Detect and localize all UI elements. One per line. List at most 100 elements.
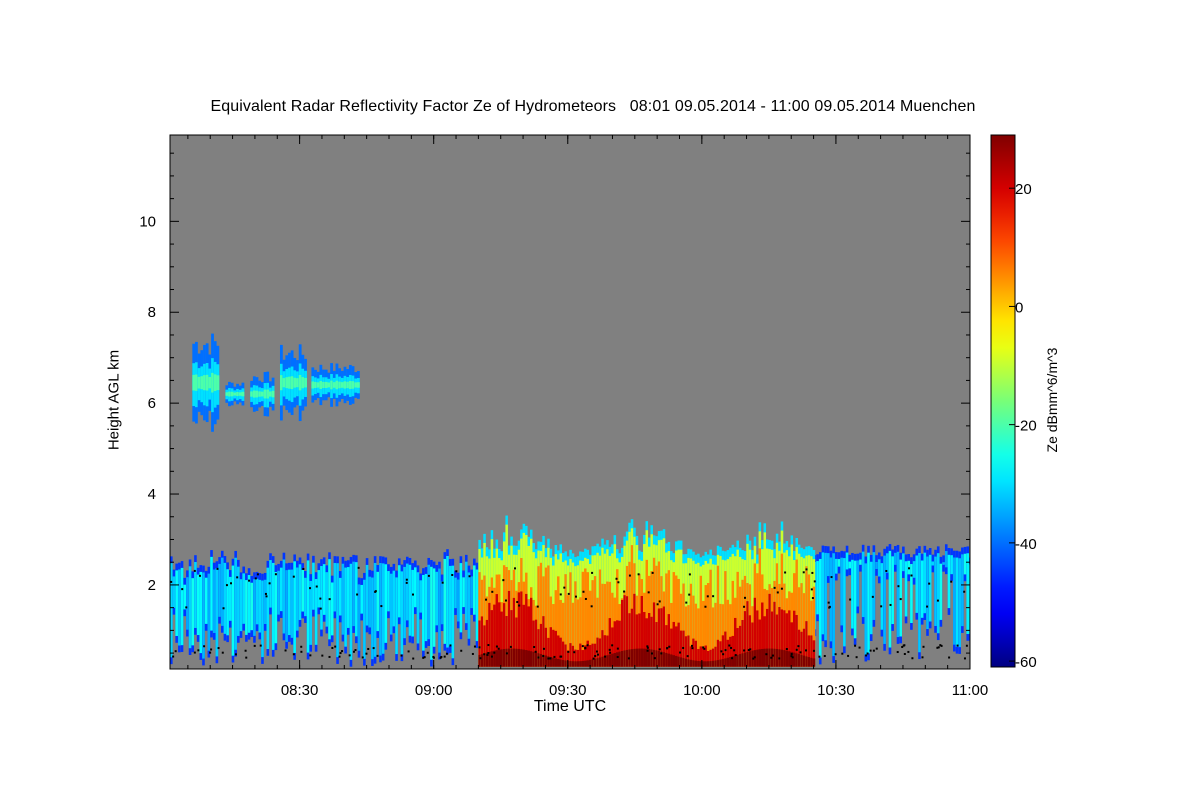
echo-convective: [758, 649, 762, 667]
cloud-base-marker: [773, 586, 776, 589]
cloud-base-marker: [875, 647, 878, 650]
echo-cirrus: [228, 391, 231, 397]
echo-convective: [586, 640, 590, 667]
colorbar-label: Ze dBmm^6/m^3: [1044, 347, 1060, 453]
echo-low-layer: [325, 572, 329, 627]
cloud-base-marker: [811, 597, 814, 600]
echo-convective: [606, 581, 609, 667]
cloud-base-marker: [574, 595, 577, 598]
echo-convective: [793, 652, 796, 667]
echo-convective: [601, 583, 604, 667]
echo-convective: [711, 660, 715, 667]
echo-convective: [566, 595, 570, 667]
echo-convective: [480, 654, 484, 667]
echo-low-layer: [818, 558, 822, 658]
cloud-base-marker: [427, 574, 430, 577]
echo-convective: [675, 626, 678, 667]
echo-low-layer: [218, 563, 221, 617]
cloud-base-marker: [939, 644, 942, 647]
echo-low-layer: [237, 566, 240, 636]
cloud-base-marker: [509, 645, 512, 648]
echo-cirrus: [266, 389, 270, 399]
echo-convective: [643, 648, 646, 667]
cloud-base-marker: [936, 599, 939, 602]
echo-convective: [517, 648, 521, 667]
cloud-base-marker: [926, 605, 929, 608]
echo-convective: [628, 613, 631, 667]
cloud-base-marker: [753, 656, 756, 659]
echo-convective: [812, 586, 816, 667]
echo-convective: [741, 620, 744, 667]
echo-low-layer: [902, 553, 905, 572]
echo-low-layer: [427, 564, 431, 640]
cloud-base-marker: [563, 586, 566, 589]
echo-convective: [726, 657, 730, 667]
echo-convective: [738, 625, 742, 667]
echo-low-layer: [261, 580, 264, 658]
echo-low-layer: [408, 564, 412, 636]
cloud-base-marker: [584, 597, 587, 600]
echo-convective: [716, 565, 720, 667]
x-tick-label: 10:30: [817, 682, 855, 699]
echo-convective: [606, 635, 609, 667]
cloud-base-marker: [216, 567, 219, 570]
echo-convective: [571, 602, 575, 667]
echo-cirrus: [211, 372, 214, 393]
cloud-base-marker: [455, 570, 458, 573]
cloud-base-marker: [441, 581, 444, 584]
echo-low-layer: [939, 563, 943, 620]
echo-convective: [613, 652, 617, 667]
cloud-base-marker: [616, 656, 619, 659]
echo-convective: [672, 621, 676, 667]
echo-cirrus: [356, 382, 360, 388]
echo-convective: [547, 565, 550, 667]
cloud-base-marker: [854, 644, 857, 647]
cloud-base-marker: [341, 650, 344, 653]
echo-convective: [478, 572, 481, 667]
cloud-base-marker: [871, 595, 874, 598]
echo-low-layer: [298, 564, 302, 620]
echo-low-layer: [306, 560, 310, 653]
echo-convective: [665, 625, 668, 667]
cloud-base-marker: [720, 650, 723, 653]
echo-convective: [763, 648, 767, 667]
echo-convective: [788, 651, 791, 667]
echo-low-layer: [317, 570, 321, 608]
echo-convective: [785, 613, 789, 667]
echo-low-layer: [896, 551, 900, 638]
echo-convective: [483, 653, 486, 667]
cloud-base-marker: [743, 605, 746, 608]
cloud-base-marker: [197, 649, 200, 652]
cloud-base-marker: [423, 656, 426, 659]
cloud-base-marker: [805, 649, 808, 652]
echo-low-layer: [845, 552, 849, 570]
echo-convective: [530, 597, 533, 667]
cloud-base-marker: [797, 645, 800, 648]
echo-low-layer: [891, 556, 894, 625]
echo-low-layer: [821, 552, 825, 635]
echo-convective: [611, 627, 614, 667]
cloud-base-marker: [236, 576, 239, 579]
echo-low-layer: [475, 569, 479, 642]
echo-low-layer: [848, 561, 852, 569]
echo-convective: [665, 652, 668, 667]
echo-convective: [807, 657, 811, 667]
echo-convective: [557, 658, 560, 667]
cloud-base-marker: [292, 653, 295, 656]
cloud-base-marker: [799, 651, 802, 654]
echo-convective: [692, 660, 695, 667]
cloud-base-marker: [937, 646, 940, 649]
echo-convective: [746, 601, 749, 667]
echo-convective: [478, 654, 481, 667]
echo-convective: [711, 607, 715, 667]
echo-low-layer: [947, 554, 951, 609]
cloud-base-marker: [834, 653, 837, 656]
echo-low-layer: [363, 579, 366, 659]
echo-low-layer: [196, 574, 200, 636]
echo-convective: [702, 661, 705, 667]
echo-convective: [520, 649, 523, 667]
echo-cirrus: [330, 380, 333, 390]
cloud-base-marker: [731, 657, 734, 660]
cloud-base-marker: [367, 647, 370, 650]
echo-low-layer: [473, 565, 476, 615]
